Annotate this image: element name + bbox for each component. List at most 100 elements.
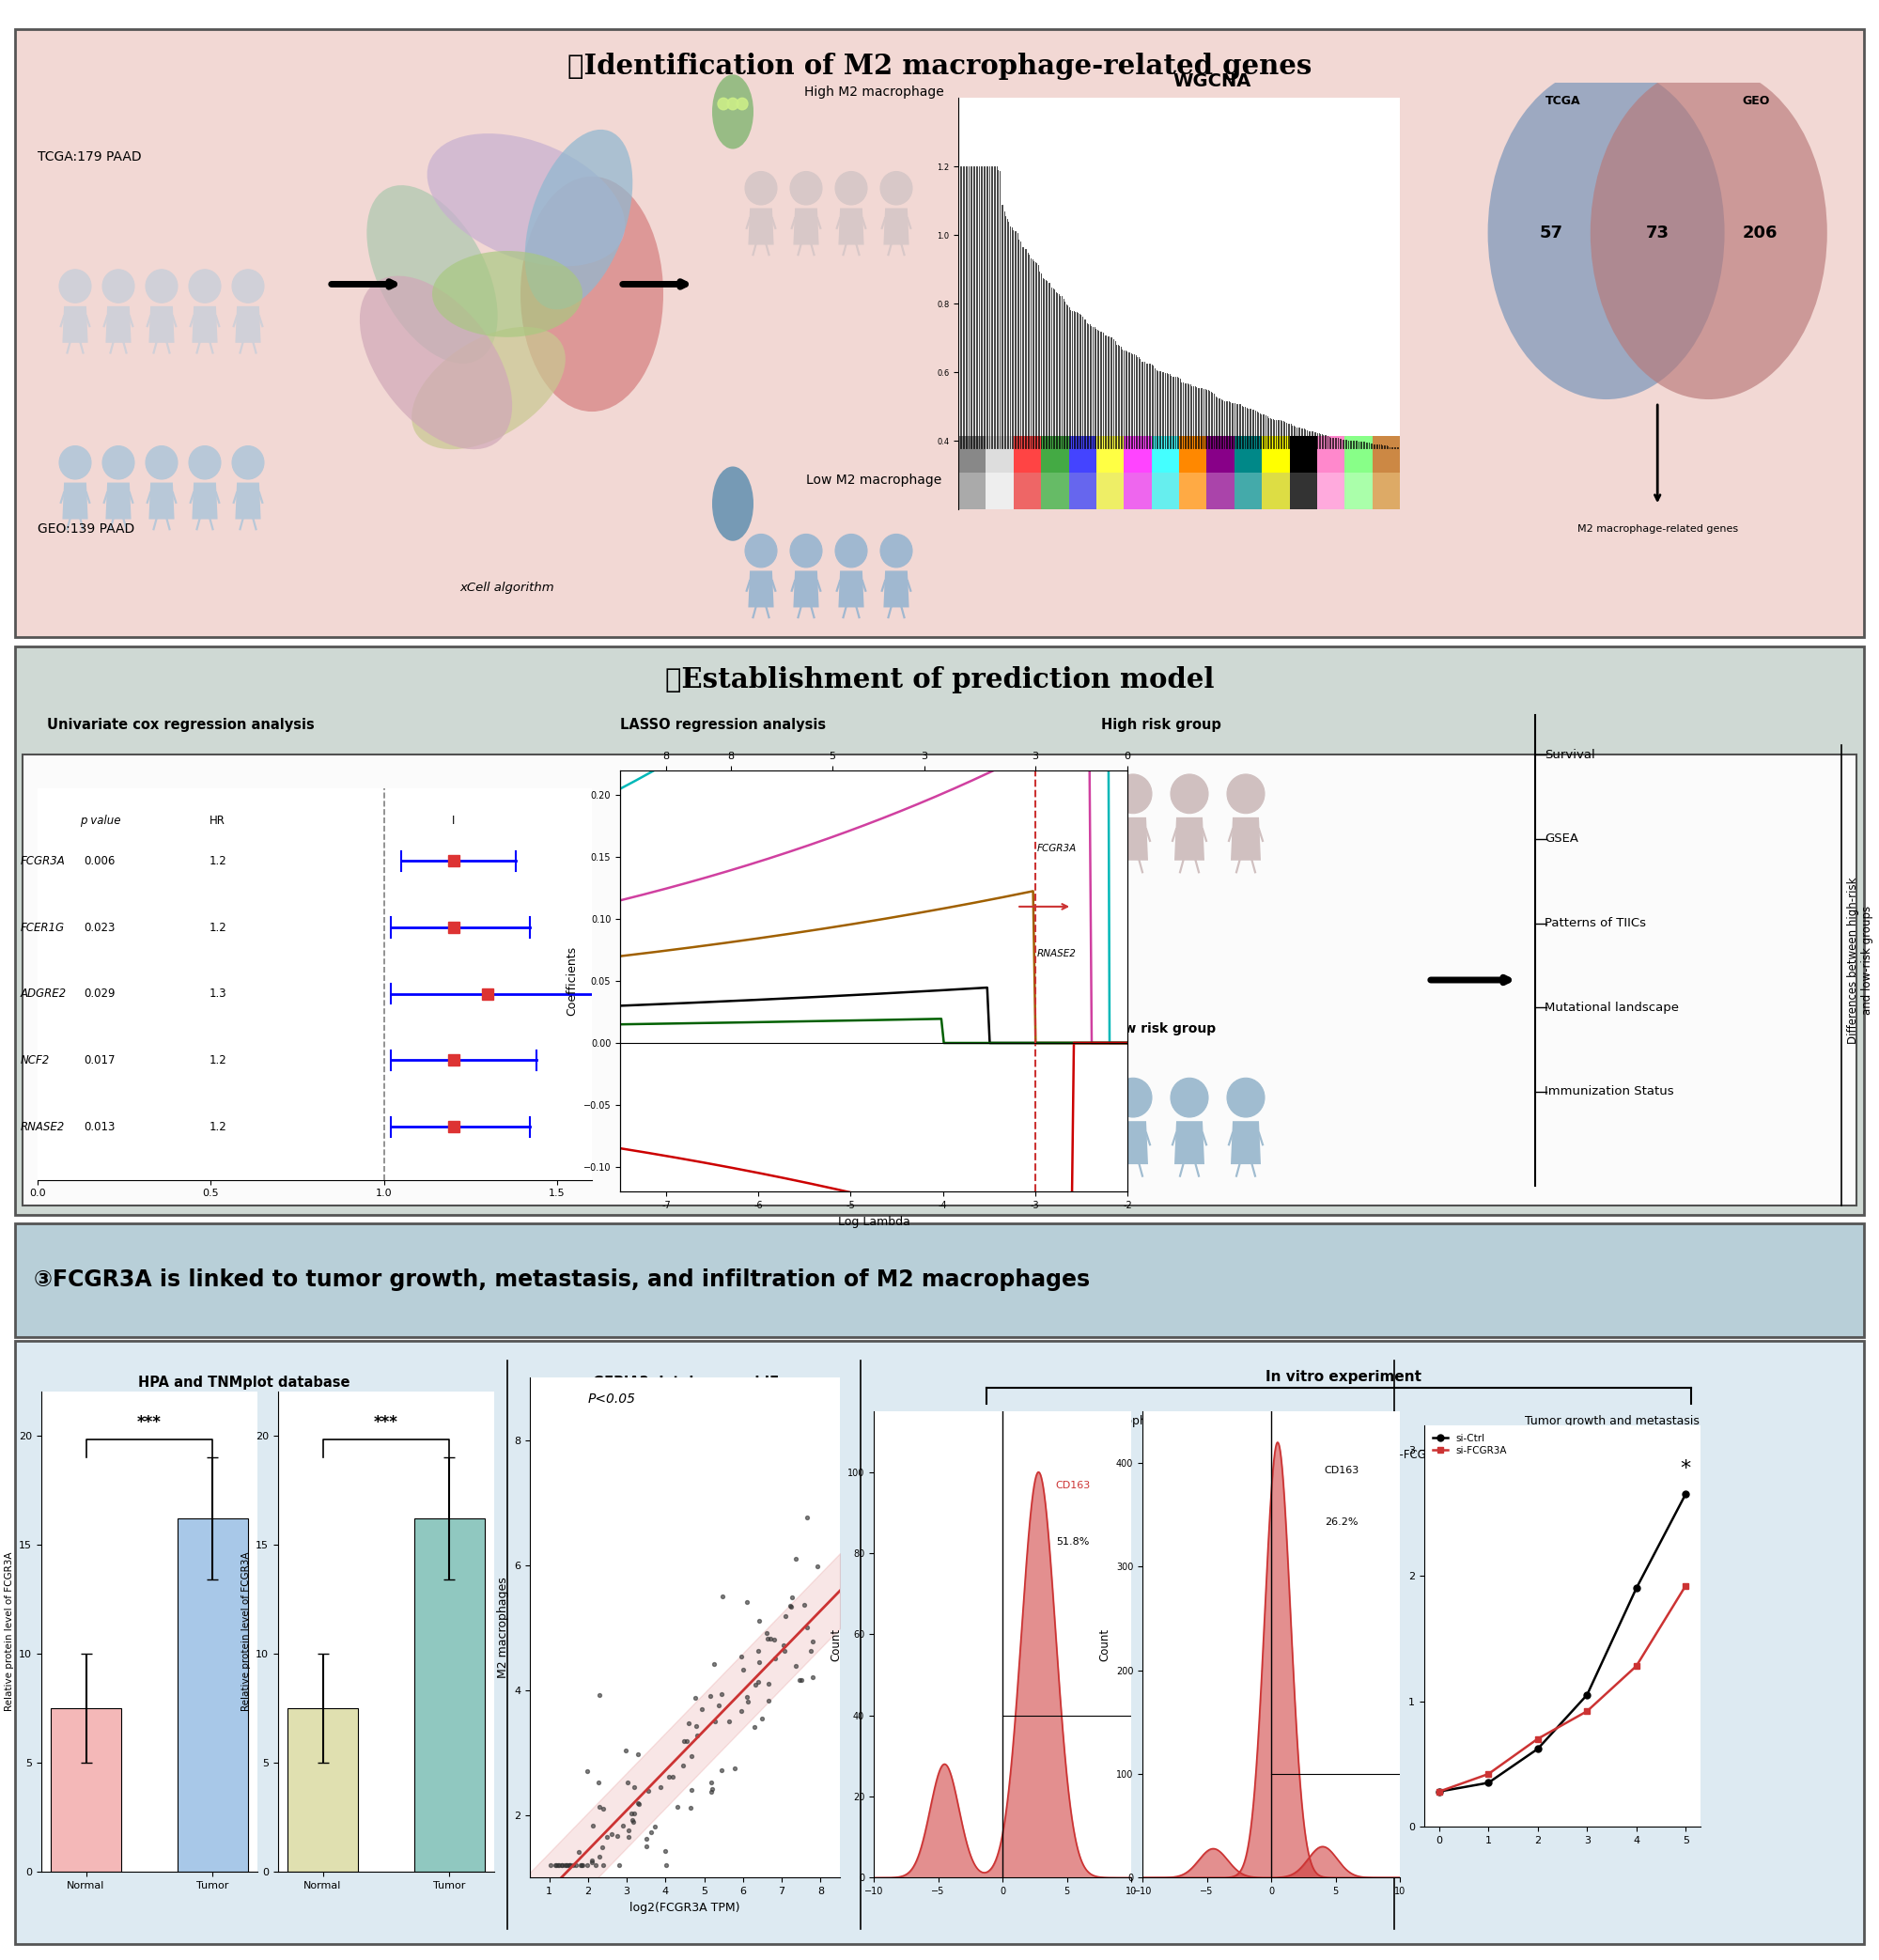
Circle shape [881, 171, 913, 204]
Point [605, 1850, 635, 1882]
Bar [1235, 435, 1263, 472]
Point [584, 1766, 614, 1797]
Point [650, 1835, 680, 1866]
Bar [1152, 472, 1180, 510]
Point [682, 1719, 712, 1750]
Circle shape [233, 445, 263, 478]
Bar [1372, 472, 1400, 510]
Point [584, 1680, 614, 1711]
Point [631, 1831, 661, 1862]
si-Ctrl [1674, 1482, 1697, 1505]
Text: RNASE2: RNASE2 [21, 1121, 64, 1133]
Text: GEO: GEO [1742, 94, 1770, 108]
Circle shape [101, 445, 135, 478]
Text: ***: *** [374, 1413, 398, 1431]
Polygon shape [148, 306, 175, 343]
Circle shape [744, 533, 778, 566]
Bar [1041, 435, 1069, 472]
Ellipse shape [432, 251, 582, 337]
Circle shape [718, 98, 729, 110]
Point [558, 1850, 588, 1882]
Bar [1124, 435, 1152, 472]
Polygon shape [838, 570, 864, 608]
Point [631, 1823, 661, 1854]
Bar [1345, 472, 1372, 510]
Circle shape [1227, 774, 1265, 813]
Line: si-FCGR3A: si-FCGR3A [1436, 1582, 1689, 1795]
Point [738, 1711, 769, 1742]
Point [707, 1754, 737, 1786]
Polygon shape [1118, 1121, 1148, 1164]
Point [613, 1821, 643, 1852]
Text: ①Identification of M2 macrophage-related genes: ①Identification of M2 macrophage-related… [567, 53, 1312, 80]
Bar [958, 472, 986, 510]
Point [552, 1850, 582, 1882]
Ellipse shape [520, 176, 663, 412]
Point [759, 1642, 789, 1674]
Point [567, 1850, 598, 1882]
X-axis label: log2(FCGR3A TPM): log2(FCGR3A TPM) [629, 1901, 740, 1913]
Point [769, 1629, 799, 1660]
Polygon shape [793, 208, 819, 245]
Point [733, 1588, 763, 1619]
Point [707, 1678, 737, 1709]
Text: GSEA: GSEA [1545, 833, 1578, 845]
Text: Univariate cox regression analysis: Univariate cox regression analysis [47, 717, 314, 733]
Point [624, 1788, 654, 1819]
Point [680, 1682, 710, 1713]
Text: 1.2: 1.2 [209, 921, 227, 933]
Text: *: * [1680, 1460, 1691, 1478]
Circle shape [737, 98, 748, 110]
Circle shape [1171, 1078, 1208, 1117]
Polygon shape [748, 570, 774, 608]
Point [802, 1550, 832, 1582]
Polygon shape [1118, 817, 1148, 860]
Point [784, 1664, 814, 1695]
Point [554, 1850, 584, 1882]
Text: FCGR3A: FCGR3A [21, 855, 66, 866]
Text: TCGA: TCGA [1545, 94, 1580, 108]
Point [782, 1543, 812, 1574]
X-axis label: Log Lambda: Log Lambda [838, 1215, 909, 1227]
Circle shape [1058, 774, 1095, 813]
Point [744, 1635, 774, 1666]
Point [577, 1844, 607, 1876]
Circle shape [1058, 1078, 1095, 1117]
Point [588, 1793, 618, 1825]
Polygon shape [235, 306, 261, 343]
Legend: si-Ctrl, si-FCGR3A: si-Ctrl, si-FCGR3A [1430, 1429, 1511, 1460]
Circle shape [791, 533, 823, 566]
Point [695, 1680, 725, 1711]
Text: 0.029: 0.029 [85, 988, 116, 1000]
Bar [23, 755, 1856, 1205]
Point [744, 1646, 774, 1678]
Point [639, 1811, 669, 1842]
si-FCGR3A [1526, 1727, 1548, 1750]
Point [613, 1815, 643, 1846]
Point [588, 1831, 618, 1862]
Point [752, 1617, 782, 1648]
Text: Low risk group: Low risk group [1107, 1023, 1216, 1035]
Y-axis label: Count: Count [1099, 1629, 1110, 1660]
Point [613, 1766, 643, 1797]
Text: I: I [451, 815, 455, 827]
Bar [1152, 435, 1180, 472]
Polygon shape [748, 208, 774, 245]
Polygon shape [793, 570, 819, 608]
Bar [1372, 435, 1400, 472]
Ellipse shape [712, 466, 753, 541]
Text: ADGRE2: ADGRE2 [21, 988, 66, 1000]
Circle shape [744, 171, 778, 204]
Point [596, 1819, 626, 1850]
Bar [179, 1519, 248, 1872]
Text: 1.2: 1.2 [209, 1121, 227, 1133]
Point [554, 1850, 584, 1882]
Point [611, 1735, 641, 1766]
Bar [1263, 435, 1289, 472]
Circle shape [1114, 1078, 1152, 1117]
Text: 0.006: 0.006 [85, 855, 116, 866]
Y-axis label: Coefficients: Coefficients [566, 947, 579, 1015]
Text: 0.017: 0.017 [85, 1054, 116, 1066]
Point [573, 1850, 603, 1882]
Polygon shape [148, 482, 175, 519]
